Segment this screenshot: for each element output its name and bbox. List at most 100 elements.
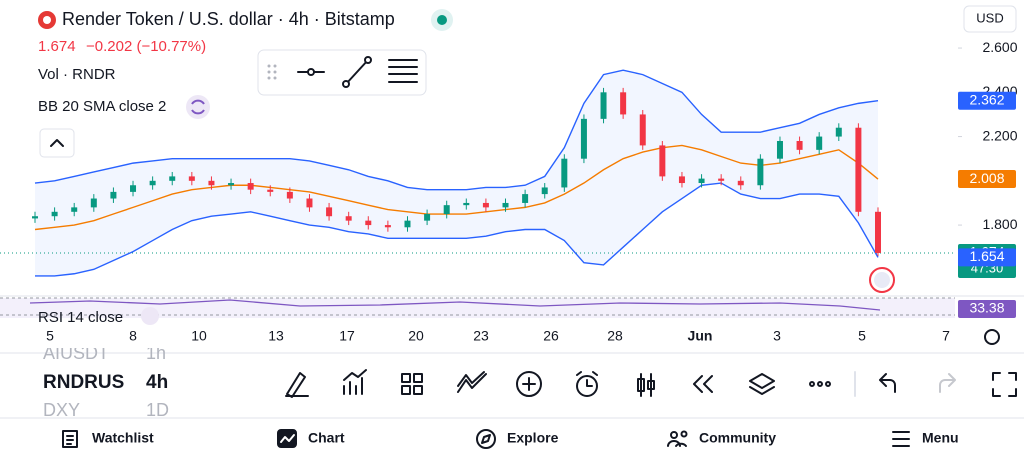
nav-menu[interactable]: Menu [922, 430, 959, 446]
horizontal-line-tool[interactable] [297, 68, 325, 76]
axis-settings[interactable] [984, 329, 1000, 345]
symbol-current[interactable]: RNDRUS [43, 372, 124, 393]
symbol-picker[interactable]: AIUSDT RNDRUS DXY [43, 343, 124, 420]
candle-body [286, 191, 293, 199]
rsi-line [29, 299, 881, 311]
layers-icon[interactable] [749, 373, 775, 395]
candle-body [698, 178, 705, 184]
y-tick-label: 2.600 [982, 39, 1017, 55]
collapse-button[interactable] [39, 128, 75, 158]
x-tick-label: 8 [129, 328, 137, 344]
menu-icon[interactable] [892, 431, 910, 447]
candle-body [541, 187, 548, 195]
candle-body [816, 136, 823, 150]
candle-body [306, 198, 313, 208]
fib-tool[interactable] [388, 59, 418, 83]
watchlist-icon[interactable] [62, 430, 78, 448]
drag-handle[interactable] [267, 64, 277, 80]
currency-button[interactable] [963, 5, 1017, 33]
price-tag [958, 170, 1016, 189]
event-flag [874, 272, 890, 288]
candle-body [443, 205, 450, 215]
templates-icon[interactable] [401, 373, 423, 395]
candle-body [384, 225, 391, 228]
community-icon[interactable] [667, 430, 688, 447]
interval-prev[interactable]: 1h [146, 343, 166, 363]
candle-body [169, 176, 176, 181]
x-tick-label: 28 [607, 328, 623, 344]
x-tick-label: 17 [339, 328, 355, 344]
compare-icon[interactable] [457, 371, 487, 393]
candle-body [796, 140, 803, 150]
rewind-icon[interactable] [693, 375, 713, 393]
candle-body [639, 114, 646, 146]
candle-body [482, 202, 489, 208]
add-icon[interactable] [516, 371, 542, 397]
bb-label[interactable]: BB 20 SMA close 2 [38, 98, 166, 115]
candle-body [659, 145, 666, 177]
fullscreen-icon[interactable] [992, 372, 1017, 397]
redo-icon[interactable] [939, 373, 956, 393]
collapse-icon [50, 139, 64, 147]
candle-body [345, 216, 352, 221]
candle-body [522, 194, 529, 203]
y-tick-label: 2.200 [982, 127, 1017, 143]
interval-next[interactable]: 1D [146, 400, 169, 420]
draw-icon[interactable] [285, 372, 309, 398]
alert-icon[interactable] [576, 371, 598, 397]
candle-body [776, 140, 783, 159]
bb-icon-arrows [191, 99, 205, 115]
candle-body [463, 202, 470, 206]
nav-icons [62, 429, 910, 449]
rsi-tag-label: 33.38 [969, 300, 1004, 316]
interval-picker[interactable]: 1h 4h 1D [146, 343, 169, 420]
candle-body [130, 185, 137, 192]
market-status-dot [437, 15, 447, 25]
candle-body [875, 211, 881, 253]
undo-icon[interactable] [879, 373, 896, 393]
candle-body [580, 118, 587, 159]
price-tag-label: 2.362 [969, 91, 1004, 107]
price-tag-label: 1.654 [969, 248, 1004, 264]
drawing-toolbar [257, 49, 427, 96]
explore-needle [481, 434, 491, 444]
nav-community[interactable]: Community [699, 430, 776, 446]
bar-replay-icon[interactable] [637, 373, 655, 397]
indicators-icon[interactable] [343, 369, 367, 395]
candle-body [228, 183, 235, 186]
rsi-icon[interactable] [141, 307, 159, 325]
logo-inner [43, 16, 51, 24]
bb-icon[interactable] [186, 95, 210, 119]
price-tag [958, 91, 1016, 110]
explore-icon[interactable] [476, 429, 496, 449]
x-tick-label: 5 [46, 328, 54, 344]
candle-body [561, 158, 568, 188]
x-tick-label: 26 [543, 328, 559, 344]
symbol-title[interactable]: Render Token / U.S. dollar · 4h · Bitsta… [62, 9, 395, 29]
x-tick-label: 5 [858, 328, 866, 344]
symbol-prev[interactable]: AIUSDT [43, 343, 109, 363]
more-icon[interactable] [809, 381, 831, 387]
bb-fill [35, 70, 878, 276]
candle-body [32, 216, 38, 219]
nav-watchlist[interactable]: Watchlist [92, 430, 154, 446]
candle-body [502, 202, 509, 208]
volume-label[interactable]: Vol · RNDR [38, 66, 116, 83]
trend-line-tool[interactable] [342, 56, 372, 88]
bb-lower [35, 182, 879, 277]
toolbar-icons [285, 369, 1017, 398]
candle-body [149, 180, 156, 186]
x-tick-label: 23 [473, 328, 489, 344]
candle-body [600, 92, 607, 119]
nav-explore[interactable]: Explore [507, 430, 559, 446]
candle-body [424, 214, 431, 221]
rsi-pane: RSI 14 close [0, 297, 955, 326]
symbol-next[interactable]: DXY [43, 400, 80, 420]
interval-current[interactable]: 4h [146, 372, 168, 393]
chart-icon-line [280, 434, 295, 443]
candle-body [71, 207, 78, 212]
nav-chart[interactable]: Chart [308, 430, 345, 446]
candle-body [718, 178, 725, 181]
candle-body [620, 92, 627, 115]
